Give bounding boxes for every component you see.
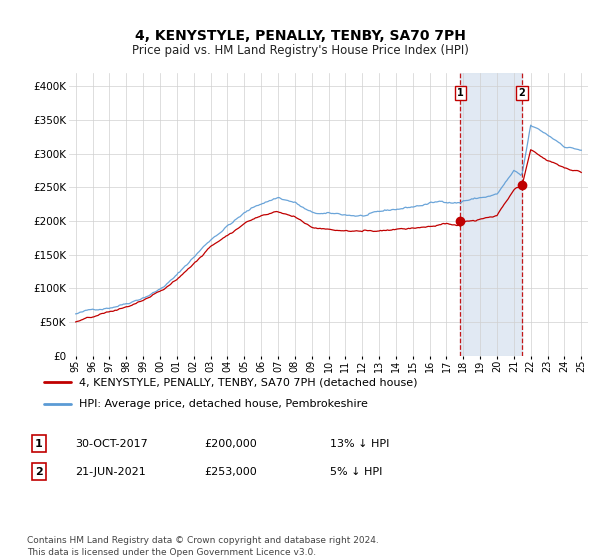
- Text: 21-JUN-2021: 21-JUN-2021: [75, 466, 146, 477]
- Text: £253,000: £253,000: [204, 466, 257, 477]
- Text: 30-OCT-2017: 30-OCT-2017: [75, 438, 148, 449]
- Text: 2: 2: [518, 88, 525, 98]
- Text: 13% ↓ HPI: 13% ↓ HPI: [330, 438, 389, 449]
- Text: 4, KENYSTYLE, PENALLY, TENBY, SA70 7PH: 4, KENYSTYLE, PENALLY, TENBY, SA70 7PH: [134, 29, 466, 43]
- Text: 1: 1: [457, 88, 464, 98]
- Text: 5% ↓ HPI: 5% ↓ HPI: [330, 466, 382, 477]
- Text: 2: 2: [35, 466, 43, 477]
- Bar: [460, 73, 522, 356]
- Text: Contains HM Land Registry data © Crown copyright and database right 2024.
This d: Contains HM Land Registry data © Crown c…: [27, 536, 379, 557]
- Text: 4, KENYSTYLE, PENALLY, TENBY, SA70 7PH (detached house): 4, KENYSTYLE, PENALLY, TENBY, SA70 7PH (…: [79, 377, 417, 388]
- Text: Price paid vs. HM Land Registry's House Price Index (HPI): Price paid vs. HM Land Registry's House …: [131, 44, 469, 57]
- Text: 1: 1: [35, 438, 43, 449]
- Text: HPI: Average price, detached house, Pembrokeshire: HPI: Average price, detached house, Pemb…: [79, 399, 367, 409]
- Text: £200,000: £200,000: [204, 438, 257, 449]
